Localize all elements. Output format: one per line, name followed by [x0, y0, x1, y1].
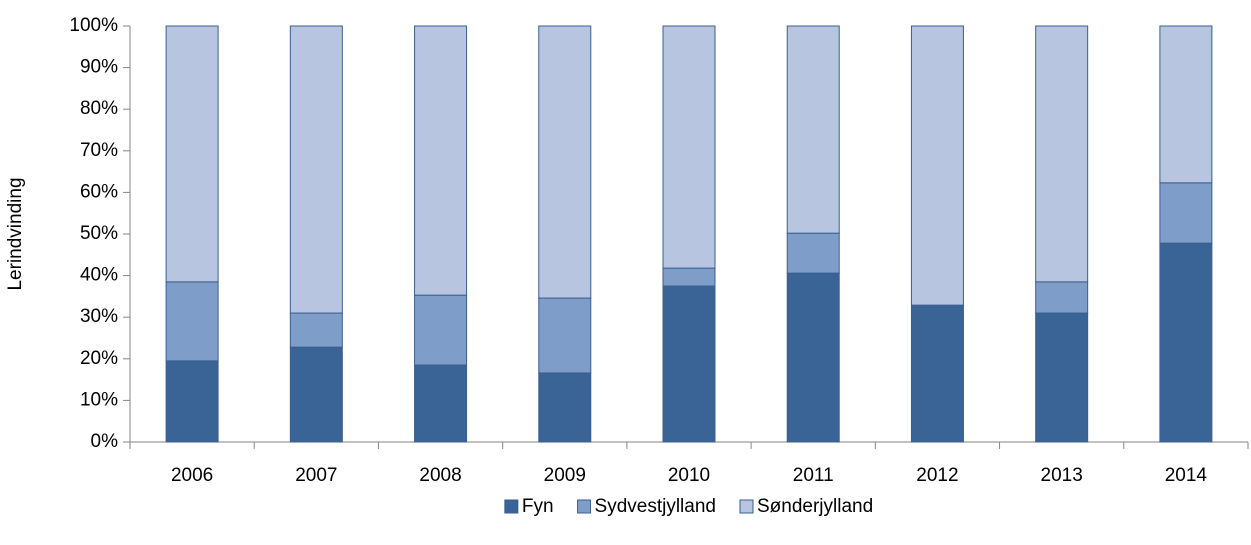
x-tick-label: 2011	[793, 465, 834, 486]
bar-segment	[538, 25, 592, 299]
bar-segment	[414, 294, 468, 366]
legend-label: Sønderjylland	[757, 496, 873, 517]
bar-segment	[538, 372, 592, 443]
y-tick-label: 0%	[91, 431, 119, 452]
bar-segment	[786, 272, 840, 443]
bar-segment	[910, 25, 964, 306]
bar-segment	[1159, 182, 1213, 244]
bar-segment	[1035, 312, 1089, 443]
bar-segment	[1035, 281, 1089, 314]
y-tick-label: 80%	[80, 98, 118, 119]
x-tick-label: 2010	[668, 465, 710, 486]
y-tick-label: 90%	[80, 57, 118, 78]
y-axis-label: Lerindvinding	[5, 177, 26, 290]
bar-segment	[414, 25, 468, 296]
bar-segment	[165, 360, 219, 443]
bar-segment	[662, 285, 716, 443]
bar-segment	[910, 304, 964, 443]
bar-segment	[538, 297, 592, 374]
legend-label: Sydvestjylland	[595, 496, 716, 517]
bar-segment	[289, 25, 343, 314]
legend-swatch	[504, 499, 519, 514]
y-tick-label: 30%	[80, 306, 118, 327]
bar-segment	[165, 281, 219, 362]
legend-label: Fyn	[522, 496, 554, 517]
bar-segment	[662, 267, 716, 287]
y-tick-label: 60%	[80, 181, 118, 202]
x-tick-label: 2006	[171, 465, 213, 486]
bar-segment	[662, 25, 716, 269]
bar-segment	[289, 346, 343, 443]
y-tick-label: 50%	[80, 223, 118, 244]
bar-segment	[1035, 25, 1089, 283]
bar-segment	[414, 364, 468, 443]
x-tick-label: 2013	[1041, 465, 1083, 486]
y-tick-label: 70%	[80, 140, 118, 161]
y-tick-label: 100%	[69, 15, 118, 36]
y-tick-label: 20%	[80, 348, 118, 369]
bar-segment	[786, 25, 840, 234]
y-tick-label: 10%	[80, 389, 118, 410]
legend-swatch	[577, 499, 592, 514]
x-tick-label: 2007	[295, 465, 337, 486]
x-tick-label: 2014	[1165, 465, 1208, 486]
legend-swatch	[739, 499, 754, 514]
y-tick-label: 40%	[80, 265, 118, 286]
x-tick-label: 2012	[916, 465, 958, 486]
bar-segment	[786, 232, 840, 274]
bar-segment	[1159, 242, 1213, 443]
x-tick-label: 2009	[544, 465, 586, 486]
bar-segment	[1159, 25, 1213, 184]
x-tick-label: 2008	[419, 465, 461, 486]
bar-segment	[165, 25, 219, 283]
bar-segment	[289, 312, 343, 348]
